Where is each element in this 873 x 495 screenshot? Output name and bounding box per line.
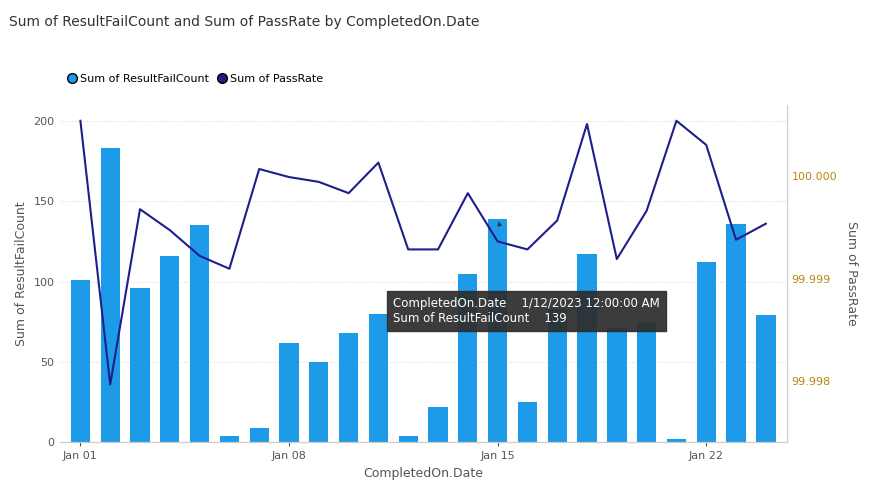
- Legend: Sum of ResultFailCount, Sum of PassRate: Sum of ResultFailCount, Sum of PassRate: [65, 70, 327, 89]
- Bar: [607, 328, 627, 443]
- Y-axis label: Sum of PassRate: Sum of PassRate: [845, 221, 858, 326]
- Bar: [547, 309, 567, 443]
- Bar: [756, 315, 775, 443]
- X-axis label: CompletedOn.Date: CompletedOn.Date: [363, 467, 483, 480]
- Bar: [667, 439, 686, 443]
- Bar: [309, 362, 328, 443]
- Bar: [279, 343, 299, 443]
- Bar: [637, 323, 656, 443]
- Bar: [160, 256, 180, 443]
- Bar: [220, 436, 239, 443]
- Bar: [100, 148, 120, 443]
- Bar: [488, 219, 507, 443]
- Bar: [726, 224, 746, 443]
- Bar: [518, 402, 537, 443]
- Y-axis label: Sum of ResultFailCount: Sum of ResultFailCount: [15, 201, 28, 346]
- Bar: [250, 428, 269, 443]
- Bar: [71, 280, 90, 443]
- Bar: [458, 274, 478, 443]
- Bar: [697, 262, 716, 443]
- Bar: [399, 436, 418, 443]
- Text: CompletedOn.Date    1/12/2023 12:00:00 AM
Sum of ResultFailCount    139: CompletedOn.Date 1/12/2023 12:00:00 AM S…: [394, 222, 660, 325]
- Bar: [429, 407, 448, 443]
- Text: Sum of ResultFailCount and Sum of PassRate by CompletedOn.Date: Sum of ResultFailCount and Sum of PassRa…: [9, 15, 479, 29]
- Bar: [190, 225, 210, 443]
- Bar: [368, 314, 388, 443]
- Bar: [577, 254, 597, 443]
- Bar: [339, 333, 358, 443]
- Bar: [130, 288, 149, 443]
